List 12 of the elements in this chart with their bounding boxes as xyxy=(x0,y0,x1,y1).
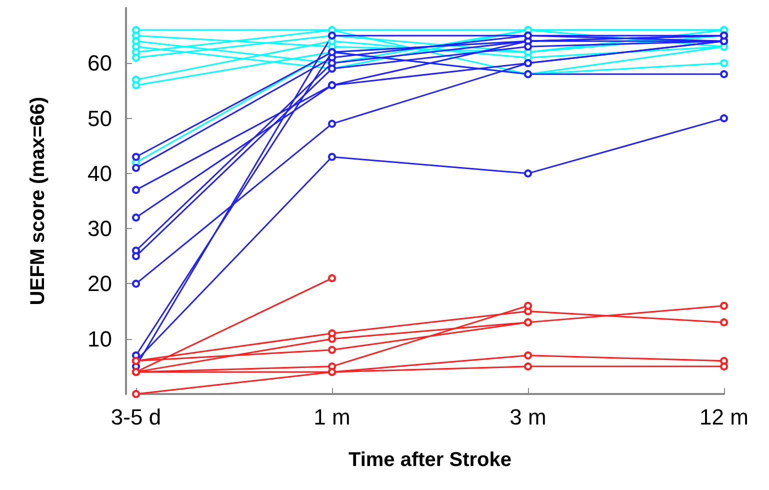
x-tick-label: 1 m xyxy=(314,404,350,430)
x-tick-label: 3-5 d xyxy=(110,404,162,430)
y-tick-label: 30 xyxy=(88,216,112,242)
x-axis-title: Time after Stroke xyxy=(348,449,512,471)
y-axis-title: UEFM score (max=66) xyxy=(27,96,49,306)
x-tick-label: 12 m xyxy=(700,404,748,430)
y-tick-label: 20 xyxy=(88,271,112,296)
y-tick-label: 50 xyxy=(88,106,112,131)
y-tick-label: 40 xyxy=(88,160,112,186)
x-tick-label: 3 m xyxy=(510,404,546,430)
y-tick-label: 10 xyxy=(88,326,112,352)
y-tick-label: 60 xyxy=(88,50,112,76)
